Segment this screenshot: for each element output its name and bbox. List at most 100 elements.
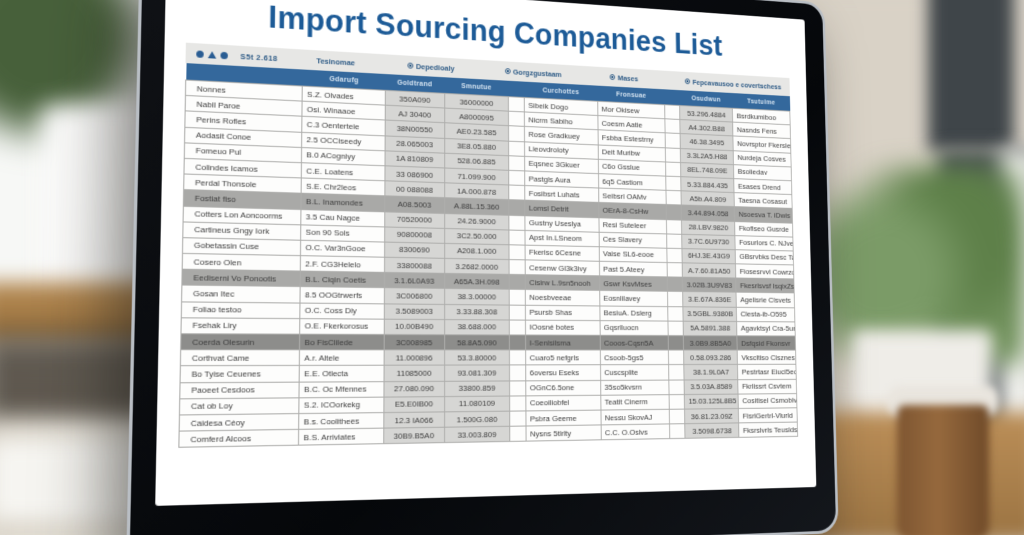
table-cell: O.C. Coss Diy bbox=[300, 302, 384, 319]
table-cell: Cositisel Csmoblvlkry bbox=[738, 393, 797, 409]
toolbar-item[interactable]: Mases bbox=[609, 73, 638, 83]
table-cell bbox=[509, 395, 526, 412]
table-cell: Resi Suteleer bbox=[598, 217, 667, 234]
table-cell bbox=[509, 426, 526, 442]
table-cell bbox=[509, 319, 526, 336]
table-cell: 1.500G.080 bbox=[444, 411, 510, 428]
table-cell: 3C2.50.000 bbox=[444, 228, 509, 245]
table-cell: 58.8A5.090 bbox=[444, 334, 510, 351]
table-cell bbox=[508, 126, 525, 142]
triangle-icon[interactable] bbox=[207, 50, 217, 59]
table-cell: Cosero Olen bbox=[182, 253, 301, 272]
table-cell: Comferd Alcoos bbox=[178, 429, 300, 448]
table-cell bbox=[665, 133, 681, 149]
table-cell: 90800008 bbox=[384, 226, 445, 244]
table-cell bbox=[665, 147, 681, 163]
toolbar-item-label: Depedioaly bbox=[415, 61, 455, 73]
table-cell bbox=[666, 233, 683, 249]
table-cell: Teatit Cinerm bbox=[600, 394, 670, 411]
table-cell: 3.1.6L0A93 bbox=[383, 272, 445, 289]
table-cell: Gqsrlluocn bbox=[599, 320, 669, 336]
table-cell: 33.003.809 bbox=[444, 426, 510, 443]
table-cell: Fksrslvrls Teusldses bbox=[738, 422, 798, 438]
toolbar-item-label: Tesinomae bbox=[316, 55, 356, 67]
table-cell bbox=[508, 289, 526, 305]
table-cell: Fkrlissrt Csvtem bbox=[737, 378, 797, 394]
table-cell: Fkofiseo Gusrde bbox=[734, 221, 793, 237]
table-cell bbox=[669, 409, 685, 425]
table-cell: FlsrlGertrl-Vlurld bbox=[738, 407, 798, 424]
table-cell: S.2. ICOorkekg bbox=[299, 396, 384, 414]
table-cell: 11085000 bbox=[383, 365, 445, 382]
table-cell bbox=[508, 274, 526, 290]
table-cell: OGnC6.5one bbox=[525, 380, 601, 396]
table-cell: Psursb Shas bbox=[525, 304, 600, 321]
table-cell: 3.02B.3U9V83 bbox=[682, 277, 737, 293]
circle-icon[interactable] bbox=[220, 51, 228, 59]
table-cell: 8.5 OOGtrwerfs bbox=[300, 286, 384, 304]
toolbar-item-label: Fepcavausoo e covertschess bbox=[692, 77, 782, 91]
table-cell: O.C. Var3nGooe bbox=[300, 240, 385, 258]
badge-icon bbox=[504, 68, 511, 75]
table-cell: Vaise SL6-eooe bbox=[598, 246, 668, 263]
table-cell: 3C006800 bbox=[383, 288, 445, 305]
table-cell: Eediserni Vo Ponootis bbox=[181, 269, 301, 287]
table-cell: 6oversu Eseks bbox=[525, 365, 601, 381]
table-cell: 2.F. CG3Helelo bbox=[300, 255, 385, 273]
table-cell: B.s. Coolithees bbox=[299, 412, 384, 430]
table-cell bbox=[668, 320, 684, 336]
table-row[interactable]: Corthvat Came A.r. Altele 11.000896 53.3.80… bbox=[180, 349, 796, 367]
table-cell bbox=[509, 365, 526, 381]
companies-table: Gdarufg Goldtrand Smnutue Curchottes Fronsua… bbox=[178, 63, 798, 448]
table-cell: Dsfqsid Fkonsvr bbox=[737, 335, 796, 351]
table-cell: 3.5098.6738 bbox=[684, 423, 740, 439]
table-cell: 10.00B490 bbox=[383, 318, 445, 335]
column-header[interactable] bbox=[664, 89, 680, 106]
table-cell: 33800088 bbox=[384, 257, 445, 274]
toolbar-item[interactable]: Tesinomae bbox=[316, 56, 355, 67]
table-cell bbox=[508, 170, 525, 186]
table-cell: Fiosesrvvl Cowrzolt bbox=[735, 263, 794, 280]
table-cell: Cisirw L.9sn5nooh bbox=[525, 274, 600, 291]
screen: Import Sourcing Companies List S5t 2.618… bbox=[155, 0, 817, 506]
table-cell: GBsrvbks Desc Tave bbox=[735, 249, 794, 265]
table-cell: 11.000896 bbox=[383, 350, 445, 366]
table-cell bbox=[509, 304, 526, 320]
toolbar-left-icons: S5t 2.618 bbox=[196, 49, 278, 63]
table-cell bbox=[664, 104, 680, 120]
table-cell bbox=[667, 306, 684, 321]
table-cell bbox=[508, 259, 526, 275]
table-cell: E5.E0IB00 bbox=[383, 396, 445, 413]
circle-icon[interactable] bbox=[196, 49, 204, 58]
table-cell: 30B9.B5A0 bbox=[383, 427, 445, 444]
table-cell: Psbra Geeme bbox=[525, 410, 601, 427]
table-cell: A.r. Altele bbox=[299, 349, 384, 366]
table-cell: 36.81.23.09Z bbox=[684, 408, 739, 424]
table-cell: A65A.3H.098 bbox=[444, 273, 509, 290]
table-cell: 3C008985 bbox=[383, 334, 445, 351]
toolbar-item[interactable]: Depedioaly bbox=[407, 61, 454, 72]
table-cell bbox=[667, 262, 683, 278]
table-cell: Csoob-5gs5 bbox=[599, 350, 669, 366]
table-cell: 15.03.125L8B5 bbox=[684, 393, 739, 410]
table-cell: A08.5003 bbox=[384, 196, 445, 214]
table-cell: 11.080109 bbox=[444, 395, 510, 412]
table-cell bbox=[508, 155, 525, 171]
table-cell: 3.2682.0000 bbox=[444, 258, 509, 275]
table-cell bbox=[669, 423, 686, 439]
table-cell: 3.44.894.058 bbox=[681, 205, 735, 222]
table-cell: 33800.859 bbox=[444, 380, 510, 397]
table-cell bbox=[508, 229, 525, 246]
table-cell: 3.5089003 bbox=[383, 303, 445, 320]
table-cell bbox=[668, 350, 684, 365]
toolbar-item[interactable]: Fepcavausoo e covertschess bbox=[684, 77, 782, 91]
table-cell: Fkesrlsvsf IsqixZserste bbox=[735, 278, 795, 294]
table-cell: Bo Tyise Ceuenes bbox=[180, 365, 300, 383]
toolbar-item[interactable]: Gorgzgustaam bbox=[504, 67, 562, 79]
table-cell: Apst In.LSneom bbox=[524, 230, 599, 247]
table-row[interactable]: Coerda Olesurin Bo FisClilede 3C008985 58.8… bbox=[180, 333, 796, 351]
table-cell: 3.5GBL.9380B bbox=[682, 306, 737, 322]
toolbar-item-label: Gorgzgustaam bbox=[512, 67, 562, 79]
table-cell: 3.5.03A.8589 bbox=[684, 379, 739, 395]
column-header[interactable] bbox=[508, 80, 525, 98]
